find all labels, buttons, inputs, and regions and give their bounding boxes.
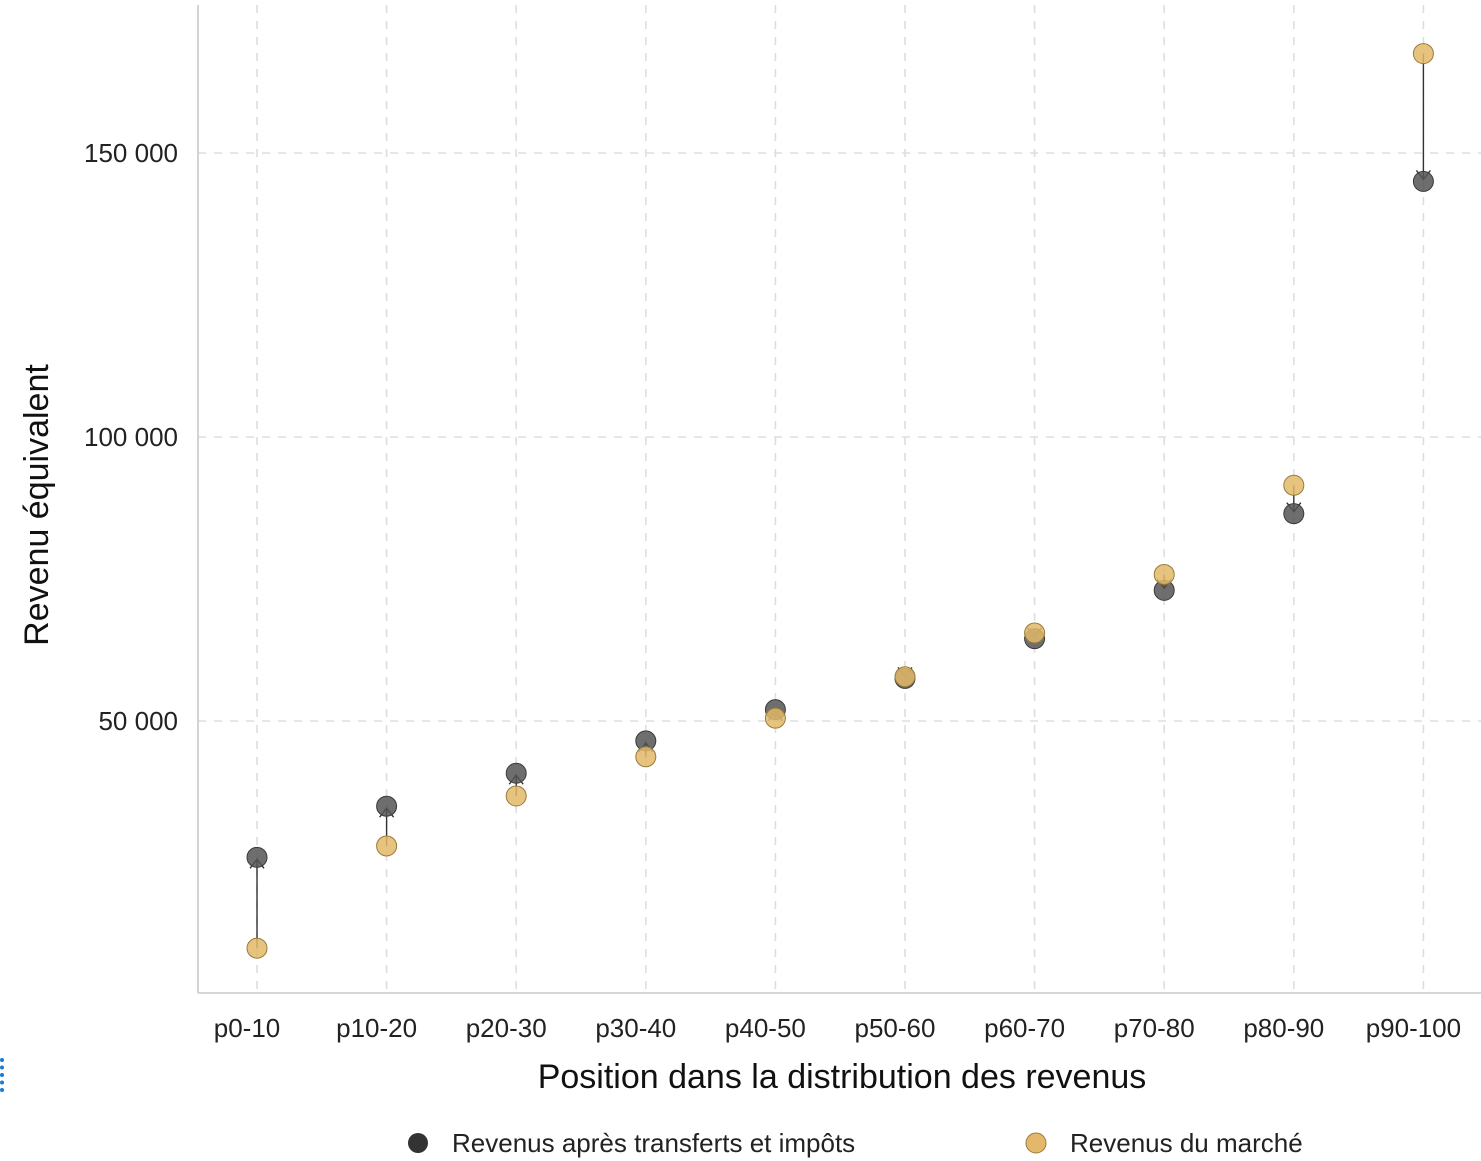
point-market (894, 666, 916, 688)
point-market (1283, 474, 1305, 496)
x-tick-label: p40-50 (725, 1013, 806, 1043)
x-axis-title: Position dans la distribution des revenu… (538, 1058, 1147, 1096)
x-tick-label: p50-60 (855, 1013, 936, 1043)
x-tick-label: p80-90 (1243, 1013, 1324, 1043)
x-tick-label: p20-30 (466, 1013, 547, 1043)
y-tick-label: 150 000 (84, 138, 178, 168)
axes (197, 5, 1481, 994)
point-after-transfers (246, 846, 268, 868)
y-tick-label: 100 000 (84, 422, 178, 452)
x-tick-label: p70-80 (1114, 1013, 1195, 1043)
edge-marker (0, 1058, 8, 1092)
arrows (249, 53, 1431, 949)
legend-label-after-transfers: Revenus après transferts et impôts (452, 1128, 855, 1158)
legend-label-market: Revenus du marché (1070, 1128, 1303, 1158)
points (246, 43, 1434, 959)
y-axis-title: Revenu équivalent (18, 364, 56, 646)
point-market (635, 746, 657, 768)
y-tick-labels: 50 000 100 000 150 000 (84, 138, 178, 736)
point-market (246, 937, 268, 959)
point-after-transfers (505, 762, 527, 784)
point-after-transfers (376, 795, 398, 817)
point-market (764, 707, 786, 729)
legend: Revenus après transferts et impôts Reven… (408, 1128, 1303, 1158)
point-market (376, 835, 398, 857)
x-tick-label: p60-70 (984, 1013, 1065, 1043)
x-tick-label: p0-10 (214, 1013, 281, 1043)
x-tick-label: p10-20 (336, 1013, 417, 1043)
point-market (1153, 563, 1175, 585)
x-tick-labels: p0-10 p10-20 p20-30 p30-40 p40-50 p50-60 p60-7… (214, 1013, 1461, 1043)
point-market (1024, 622, 1046, 644)
point-after-transfers (1412, 170, 1434, 192)
x-tick-label: p30-40 (595, 1013, 676, 1043)
point-market (505, 785, 527, 807)
point-market (1412, 43, 1434, 65)
y-tick-label: 50 000 (98, 706, 178, 736)
legend-swatch-market (1025, 1132, 1047, 1154)
point-after-transfers (1283, 503, 1305, 525)
x-tick-label: p90-100 (1366, 1013, 1461, 1043)
legend-swatch-after-transfers (408, 1133, 428, 1153)
